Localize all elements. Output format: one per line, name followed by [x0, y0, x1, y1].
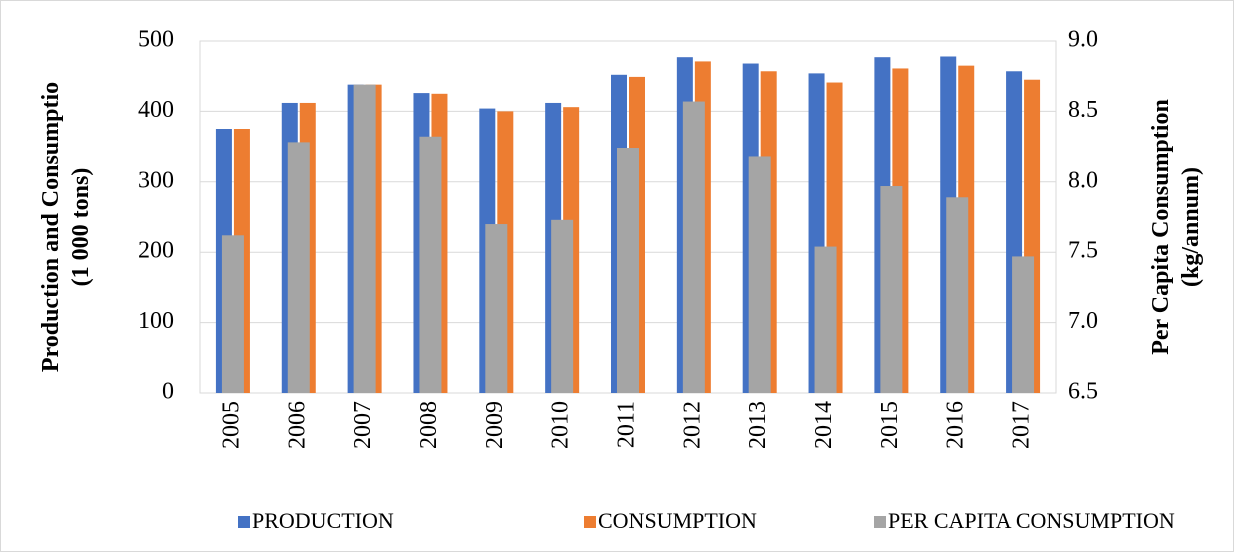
x-tick-label: 2007	[350, 401, 376, 449]
x-tick-label: 2006	[284, 401, 310, 449]
legend-swatch	[874, 516, 886, 528]
legend-swatch	[238, 516, 250, 528]
y2-tick-label: 8.5	[1068, 97, 1098, 123]
x-tick-label: 2010	[548, 401, 574, 449]
y-tick-label: 500	[138, 27, 174, 53]
y-axis-title: Production and Consumptio (1 000 tons)	[38, 82, 94, 372]
y-tick-label: 200	[138, 238, 174, 264]
y-axis-title-line: Production and Consumptio	[38, 82, 64, 372]
bar	[353, 84, 376, 393]
x-tick-label: 2011	[614, 401, 640, 448]
legend-swatch	[584, 516, 596, 528]
x-tick-label: 2012	[679, 401, 705, 449]
legend-label: CONSUMPTION	[598, 508, 757, 533]
x-tick-label: 2009	[482, 401, 508, 449]
y2-tick-label: 7.0	[1068, 308, 1098, 334]
legend-label: PRODUCTION	[252, 508, 394, 533]
bar	[419, 136, 442, 393]
x-tick-label: 2013	[745, 401, 771, 449]
y-tick-label: 400	[138, 97, 174, 123]
legend-label: PER CAPITA CONSUMPTION	[888, 508, 1175, 533]
bar	[814, 246, 837, 393]
x-tick-label: 2016	[943, 401, 969, 449]
y2-tick-label: 7.5	[1068, 238, 1098, 264]
x-tick-label: 2017	[1009, 401, 1035, 449]
y2-axis-title-line: (kg/annum)	[1178, 167, 1204, 287]
x-tick-label: 2014	[811, 401, 837, 449]
y-tick-label: 100	[138, 308, 174, 334]
bar	[1012, 256, 1035, 393]
bar	[287, 142, 310, 393]
y-tick-label: 300	[138, 167, 174, 193]
x-tick-label: 2005	[218, 401, 244, 449]
y2-axis-title: Per Capita Consumption (kg/annum)	[1148, 99, 1204, 355]
y2-tick-label: 8.0	[1068, 167, 1098, 193]
y-tick-label: 0	[162, 379, 174, 405]
bar	[617, 148, 639, 393]
bar	[946, 197, 969, 393]
bar	[748, 156, 771, 393]
y2-tick-label: 9.0	[1068, 27, 1098, 53]
bar	[551, 219, 574, 393]
bar	[221, 235, 244, 393]
x-tick-label: 2008	[416, 401, 442, 449]
y2-axis-title-line: Per Capita Consumption	[1148, 99, 1174, 355]
bar	[485, 224, 508, 393]
y2-tick-label: 6.5	[1068, 379, 1098, 405]
y-axis-title-line: (1 000 tons)	[68, 168, 94, 287]
bar	[880, 186, 903, 393]
x-tick-label: 2015	[877, 401, 903, 449]
bar	[682, 101, 705, 393]
